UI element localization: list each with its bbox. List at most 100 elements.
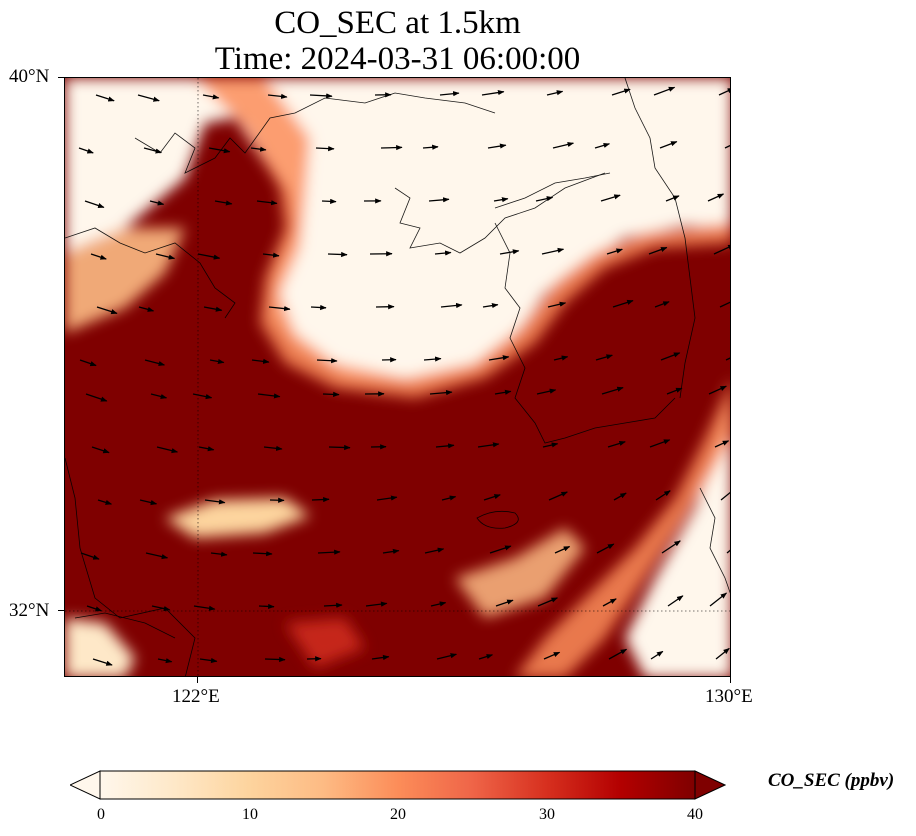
- wind-arrow: [724, 144, 730, 149]
- yangtze-estuary: [74, 612, 176, 639]
- clean-air-region-east: [625, 404, 730, 676]
- wind-arrow: [197, 253, 221, 260]
- wind-arrow: [434, 250, 452, 256]
- wind-arrow: [659, 140, 678, 149]
- wind-arrow: [86, 605, 102, 612]
- colorbar-max-extension: [694, 770, 727, 800]
- orange-patch-west-coast: [65, 228, 185, 333]
- wind-arrow: [709, 592, 728, 607]
- wind-arrow: [654, 301, 670, 308]
- wind-arrow: [725, 357, 730, 361]
- wind-arrow: [202, 94, 220, 100]
- wind-arrow: [714, 440, 730, 448]
- wind-arrow: [155, 253, 176, 260]
- wind-arrow: [257, 393, 281, 399]
- wind-arrow: [144, 359, 166, 367]
- wind-arrow: [611, 88, 631, 96]
- concentration-field: [65, 78, 730, 676]
- wind-arrow: [139, 499, 158, 506]
- wind-arrow: [263, 445, 283, 451]
- colorbar-min-extension: [68, 770, 101, 800]
- wind-arrow: [483, 494, 501, 501]
- wind-arrow: [666, 387, 683, 395]
- wind-arrow: [79, 359, 97, 367]
- wind-arrow: [149, 200, 165, 206]
- wind-arrow: [422, 144, 439, 150]
- tick-130e: [730, 677, 731, 683]
- korea-east-coast: [624, 78, 696, 399]
- wind-arrow: [210, 551, 228, 557]
- wind-arrow: [649, 439, 671, 448]
- colorbar-label: CO_SEC (ppbv): [768, 770, 895, 791]
- wind-arrow: [536, 388, 557, 395]
- colorbar-graphic: [68, 770, 727, 800]
- lat-label-40n: 40°N: [9, 66, 50, 87]
- wind-arrow: [543, 651, 561, 660]
- wind-arrow: [542, 442, 559, 448]
- wind-arrow: [203, 306, 223, 312]
- gridlines: [65, 78, 730, 676]
- tick-32n: [58, 610, 64, 611]
- wind-arrow: [91, 446, 110, 454]
- wind-arrow: [138, 306, 155, 312]
- wind-vectors: [78, 86, 730, 666]
- wind-arrow: [482, 303, 499, 309]
- wind-arrow: [309, 93, 333, 99]
- wind-arrow: [192, 393, 213, 400]
- wind-arrow: [143, 147, 163, 154]
- plume-center-streak: [165, 498, 310, 538]
- wind-arrow: [193, 605, 216, 611]
- wind-arrow: [602, 598, 617, 607]
- wind-arrow: [382, 548, 400, 555]
- wind-arrow: [487, 143, 507, 149]
- wind-arrow: [371, 654, 390, 661]
- wind-arrow: [424, 547, 445, 554]
- wind-arrow: [321, 198, 337, 204]
- wind-arrow: [137, 94, 160, 102]
- wind-arrow: [90, 253, 107, 260]
- map-subtitle-time: Time: 2024-03-31 06:00:00: [214, 41, 581, 77]
- jiangsu-coast: [65, 457, 196, 676]
- wind-arrow: [436, 653, 458, 660]
- plume-south-mid: [285, 618, 365, 668]
- wind-arrow: [440, 302, 463, 309]
- wind-arrow: [92, 658, 113, 666]
- wind-arrow: [150, 393, 168, 399]
- colorbar-gradient: [99, 770, 696, 800]
- wind-arrow: [495, 599, 514, 607]
- wind-arrow: [718, 88, 730, 96]
- wind-arrow: [85, 393, 108, 402]
- wind-arrow: [660, 352, 681, 361]
- wind-arrow: [439, 91, 460, 97]
- tick-122e: [197, 677, 198, 683]
- transition-band-north: [195, 78, 730, 398]
- wind-arrow: [256, 200, 278, 206]
- kyushu-coast: [699, 487, 730, 594]
- wind-arrow: [435, 443, 455, 449]
- wind-arrow: [667, 595, 684, 607]
- wind-arrow: [665, 195, 680, 202]
- jeju-island: [476, 510, 519, 529]
- wind-arrow: [608, 648, 628, 660]
- wind-arrow: [612, 299, 634, 308]
- wind-arrow: [493, 197, 509, 203]
- wind-arrow: [441, 495, 457, 501]
- wind-arrow: [548, 491, 568, 501]
- wind-arrow: [594, 142, 611, 149]
- wind-arrow: [198, 446, 215, 452]
- wind-arrow: [199, 657, 218, 664]
- wind-arrow: [328, 444, 351, 451]
- liaodong-coast: [394, 172, 606, 254]
- bohai-coast: [134, 92, 496, 174]
- wind-arrow: [719, 299, 730, 308]
- wind-arrow: [707, 193, 725, 202]
- wind-arrow: [489, 545, 512, 554]
- wind-arrow: [145, 552, 169, 560]
- wind-arrow: [316, 358, 338, 364]
- wind-arrow: [546, 90, 564, 96]
- lon-label-130e: 130°E: [705, 686, 753, 707]
- wind-arrow: [156, 446, 179, 454]
- colorbar: [68, 770, 727, 800]
- wind-arrow: [310, 304, 327, 311]
- clean-air-region-north: [65, 78, 730, 383]
